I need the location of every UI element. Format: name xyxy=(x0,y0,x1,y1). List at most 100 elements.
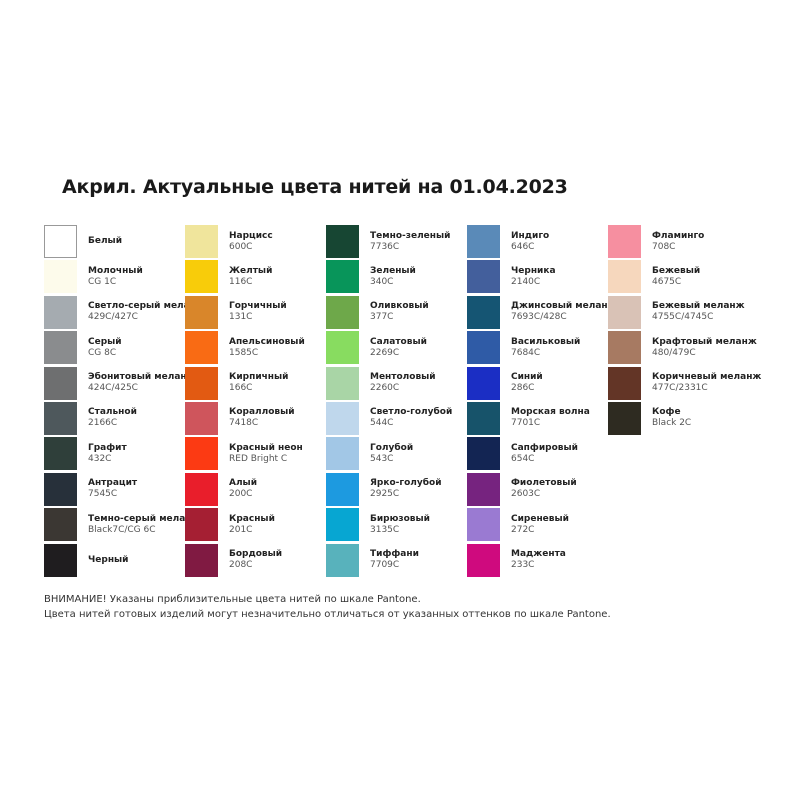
color-swatch xyxy=(44,437,77,471)
pantone-code: 4675C xyxy=(652,276,682,287)
pantone-code: 2166C xyxy=(88,418,118,429)
color-name: Светло-серый меланж xyxy=(88,301,205,312)
color-item: Тиффани 7709C xyxy=(326,543,476,579)
pantone-code: 377C xyxy=(370,312,394,323)
color-name: Ярко-голубой xyxy=(370,478,442,489)
color-item: Светло-голубой 544C xyxy=(326,401,476,437)
color-item: Графит 432C xyxy=(44,437,194,472)
color-swatch xyxy=(326,508,359,542)
pantone-code: 131C xyxy=(229,312,253,323)
color-item: Зеленый 340C xyxy=(326,260,476,295)
color-swatch xyxy=(44,472,77,506)
pantone-code: 1585C xyxy=(229,347,259,358)
pantone-code: 286C xyxy=(511,383,535,394)
pantone-code: 116C xyxy=(229,276,253,287)
color-item: Голубой 543C xyxy=(326,437,476,472)
color-name: Кирпичный xyxy=(229,372,289,383)
color-name: Фламинго xyxy=(652,230,705,241)
color-item: Кирпичный 166C xyxy=(185,366,335,402)
color-name: Сапфировый xyxy=(511,442,578,453)
pantone-code: 272C xyxy=(511,524,535,535)
pantone-code: 543C xyxy=(370,453,394,464)
color-item: Бирюзовый 3135C xyxy=(326,508,476,543)
color-swatch xyxy=(185,260,218,294)
color-column: Белый Молочный CG 1C Светло-серый меланж 429… xyxy=(44,225,205,579)
color-name: Синий xyxy=(511,372,543,383)
color-column: Нарцисс 600C Желтый 116C Горчичный 131C Апельс… xyxy=(185,225,335,579)
color-swatch xyxy=(44,260,77,294)
color-name: Коричневый меланж xyxy=(652,372,762,383)
pantone-code: 4755C/4745C xyxy=(652,312,714,323)
pantone-code: Black 2C xyxy=(652,418,692,429)
color-swatch xyxy=(326,543,359,577)
color-name: Антрацит xyxy=(88,478,138,489)
color-name: Ментоловый xyxy=(370,372,436,383)
color-name: Белый xyxy=(88,236,123,246)
pantone-code: 600C xyxy=(229,241,253,252)
color-swatch xyxy=(185,543,218,577)
color-swatch xyxy=(467,508,500,542)
pantone-code: 7693C/428C xyxy=(511,312,567,323)
pantone-code: 708C xyxy=(652,241,676,252)
color-name: Джинсовый меланж xyxy=(511,301,617,312)
pantone-code: 208C xyxy=(229,560,253,571)
pantone-code: 166C xyxy=(229,383,253,394)
color-swatch xyxy=(467,472,500,506)
color-name: Молочный xyxy=(88,265,143,276)
pantone-code: 477C/2331C xyxy=(652,383,708,394)
color-item: Светло-серый меланж 429C/427C xyxy=(44,295,205,331)
color-name: Бежевый xyxy=(652,265,701,276)
color-swatch xyxy=(608,225,641,258)
color-swatch xyxy=(44,295,77,329)
color-name: Сиреневый xyxy=(511,513,569,524)
color-swatch xyxy=(44,401,77,435)
color-swatch xyxy=(608,366,641,400)
pantone-code: 7736C xyxy=(370,241,400,252)
color-name: Графит xyxy=(88,442,127,453)
color-name: Черника xyxy=(511,265,556,276)
color-item: Апельсиновый 1585C xyxy=(185,331,335,366)
color-name: Морская волна xyxy=(511,407,590,418)
pantone-code: 7545C xyxy=(88,489,118,500)
color-item: Крафтовый меланж 480/479C xyxy=(608,331,758,366)
color-swatch xyxy=(467,260,500,294)
color-swatch xyxy=(44,508,77,542)
color-item: Индиго 646C xyxy=(467,225,617,260)
pantone-code: 480/479C xyxy=(652,347,696,358)
color-item: Ярко-голубой 2925C xyxy=(326,472,476,508)
color-name: Маджента xyxy=(511,549,566,560)
color-swatch xyxy=(326,366,359,400)
color-item: Ментоловый 2260C xyxy=(326,366,476,402)
color-name: Зеленый xyxy=(370,265,416,276)
color-name: Кофе xyxy=(652,407,681,418)
color-swatch xyxy=(44,331,77,365)
pantone-code: 544C xyxy=(370,418,394,429)
color-item: Сиреневый 272C xyxy=(467,508,617,543)
color-item: Коралловый 7418C xyxy=(185,401,335,437)
color-name: Красный неон xyxy=(229,442,303,453)
color-item: Стальной 2166C xyxy=(44,401,194,437)
color-column: Фламинго 708C Бежевый 4675C Бежевый меланж 47… xyxy=(608,225,761,437)
pantone-code: Black7C/CG 6C xyxy=(88,524,156,535)
color-item: Кофе Black 2C xyxy=(608,401,758,437)
pantone-code: 233C xyxy=(511,560,535,571)
color-item: Темно-серый меланж Black7C/CG 6C xyxy=(44,508,201,543)
color-item: Антрацит 7545C xyxy=(44,472,194,508)
color-swatch xyxy=(185,331,218,365)
note-disclaimer: Цвета нитей готовых изделий могут незнач… xyxy=(44,609,611,620)
pantone-code: 2603C xyxy=(511,489,541,500)
color-swatch xyxy=(608,260,641,294)
pantone-code: RED Bright C xyxy=(229,453,288,464)
color-swatch xyxy=(467,295,500,329)
color-item: Молочный CG 1C xyxy=(44,260,194,295)
color-item: Красный неон RED Bright C xyxy=(185,437,335,472)
color-item: Салатовый 2269C xyxy=(326,331,476,366)
color-swatch xyxy=(185,366,218,400)
color-name: Желтый xyxy=(229,265,273,276)
color-name: Темно-серый меланж xyxy=(88,513,201,524)
color-swatch xyxy=(608,295,641,329)
color-swatch xyxy=(185,295,218,329)
color-swatch xyxy=(326,472,359,506)
color-item: Джинсовый меланж 7693C/428C xyxy=(467,295,617,331)
color-item: Черный xyxy=(44,543,194,579)
